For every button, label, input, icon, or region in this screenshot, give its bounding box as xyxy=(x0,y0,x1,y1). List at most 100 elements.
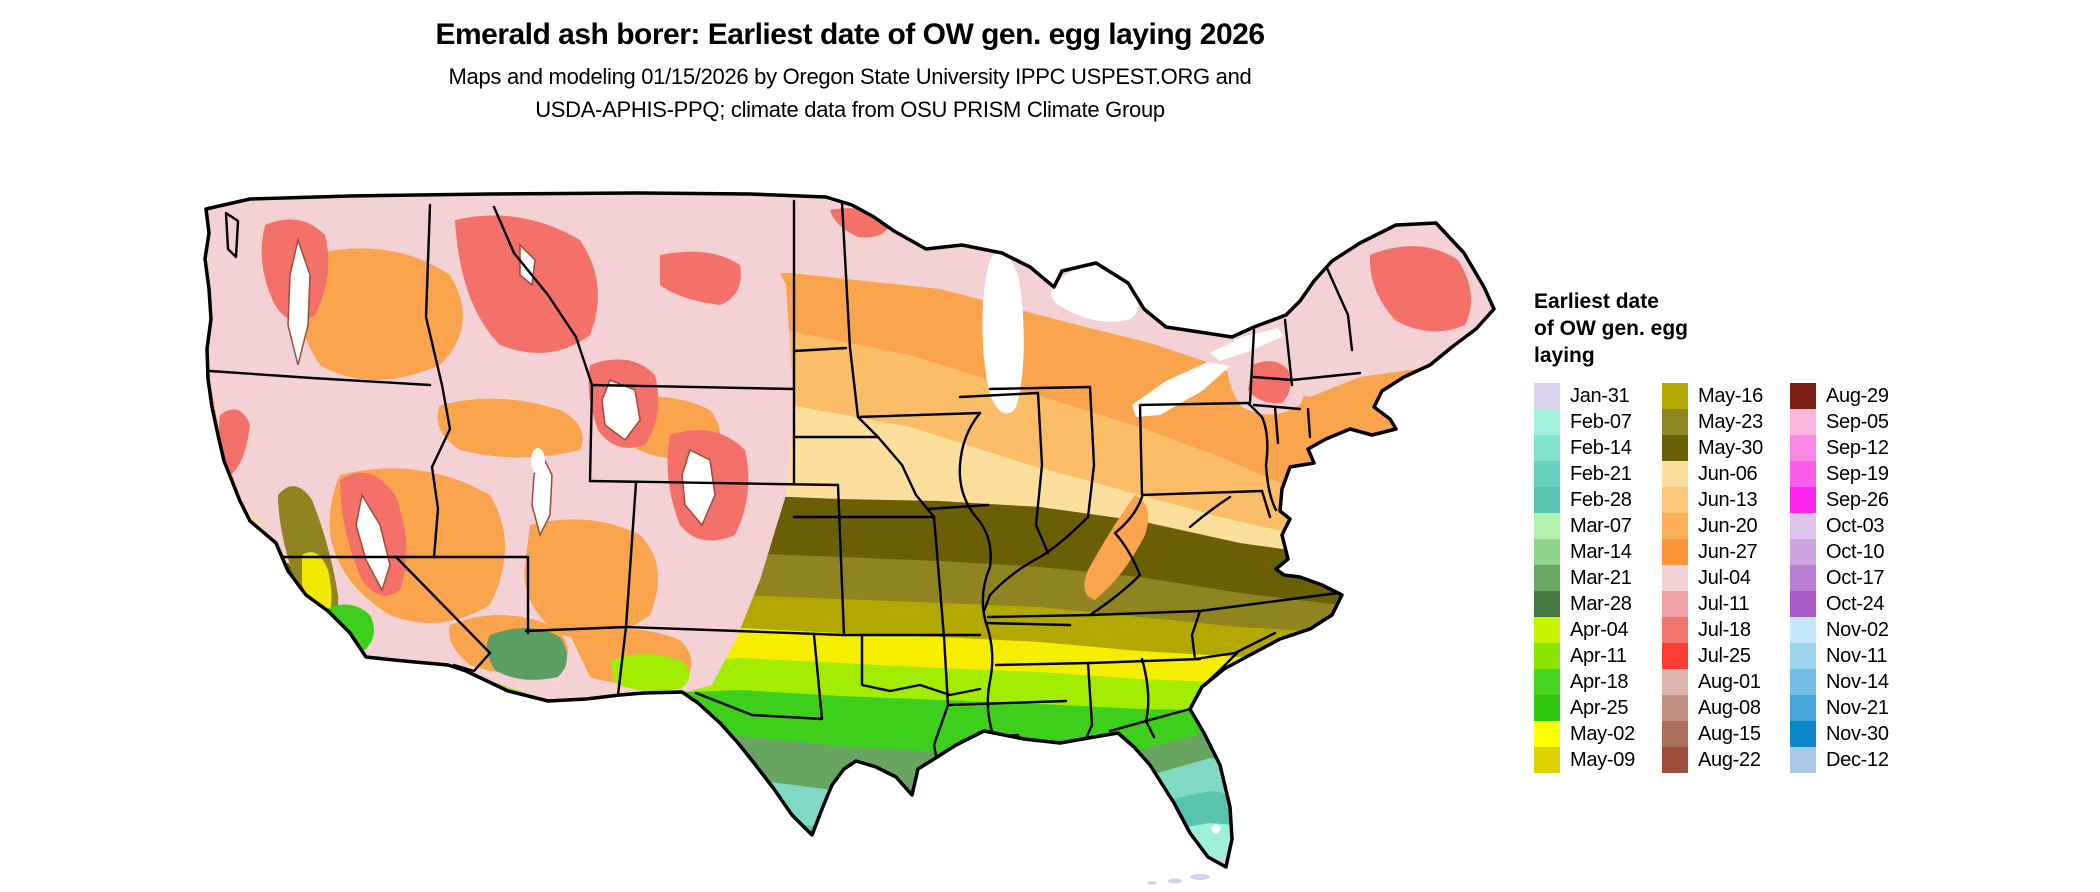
legend-item: Dec-12 xyxy=(1790,747,1918,773)
legend-item: Jul-25 xyxy=(1662,643,1790,669)
legend-label: Apr-04 xyxy=(1570,618,1629,641)
legend-label: Feb-21 xyxy=(1570,462,1632,485)
legend-swatch xyxy=(1662,747,1688,773)
legend-label: Mar-21 xyxy=(1570,566,1632,589)
legend-item: Mar-14 xyxy=(1534,539,1662,565)
legend-label: Sep-05 xyxy=(1826,410,1889,433)
legend-label: Oct-03 xyxy=(1826,514,1885,537)
great-lakes xyxy=(982,253,1284,834)
legend-item: Feb-21 xyxy=(1534,461,1662,487)
attribution-line-2: USDA-APHIS-PPQ; climate data from OSU PR… xyxy=(535,97,1165,122)
page-title: Emerald ash borer: Earliest date of OW g… xyxy=(435,18,1265,51)
legend-item: Feb-07 xyxy=(1534,409,1662,435)
legend-item: Jul-11 xyxy=(1662,591,1790,617)
legend-label: Jul-25 xyxy=(1698,644,1751,667)
legend-item: May-16 xyxy=(1662,383,1790,409)
legend-swatch xyxy=(1790,513,1816,539)
legend-item: Mar-21 xyxy=(1534,565,1662,591)
legend-swatch xyxy=(1662,669,1688,695)
legend-label: May-23 xyxy=(1698,410,1763,433)
legend-label: Jul-04 xyxy=(1698,566,1751,589)
legend-label: Jul-11 xyxy=(1698,592,1750,615)
legend-item: Oct-17 xyxy=(1790,565,1918,591)
legend-swatch xyxy=(1534,643,1560,669)
legend-label: Nov-02 xyxy=(1826,618,1889,641)
legend-item: Sep-26 xyxy=(1790,487,1918,513)
legend-item: Apr-18 xyxy=(1534,669,1662,695)
legend-swatch xyxy=(1662,539,1688,565)
legend-label: Jun-06 xyxy=(1698,462,1758,485)
legend-item: Apr-11 xyxy=(1534,643,1662,669)
legend-swatch xyxy=(1534,721,1560,747)
legend-swatch xyxy=(1662,591,1688,617)
legend-item: Apr-04 xyxy=(1534,617,1662,643)
legend-label: Sep-12 xyxy=(1826,436,1889,459)
legend-item: Aug-29 xyxy=(1790,383,1918,409)
legend-label: May-16 xyxy=(1698,384,1763,407)
lake-erie xyxy=(1132,362,1230,417)
legend-label: Nov-11 xyxy=(1826,644,1888,667)
legend-swatch xyxy=(1534,461,1560,487)
legend-label: Oct-24 xyxy=(1826,592,1885,615)
legend-swatch xyxy=(1790,617,1816,643)
legend-label: May-09 xyxy=(1570,748,1635,771)
legend-swatch xyxy=(1534,617,1560,643)
legend-label: Nov-21 xyxy=(1826,696,1889,719)
legend-label: Feb-07 xyxy=(1570,410,1632,433)
legend-item: Jun-27 xyxy=(1662,539,1790,565)
legend-title: Earliest date of OW gen. egg laying xyxy=(1534,288,1924,369)
legend-swatch xyxy=(1534,747,1560,773)
legend-label: Apr-25 xyxy=(1570,696,1629,719)
legend-label: Jun-20 xyxy=(1698,514,1758,537)
legend-label: Mar-28 xyxy=(1570,592,1632,615)
legend-item: Nov-02 xyxy=(1790,617,1918,643)
legend-swatch xyxy=(1662,513,1688,539)
map-attribution: Maps and modeling 01/15/2026 by Oregon S… xyxy=(0,60,1700,126)
legend-item: Jun-06 xyxy=(1662,461,1790,487)
legend-swatch xyxy=(1662,383,1688,409)
legend-swatch xyxy=(1790,747,1816,773)
legend-item: Apr-25 xyxy=(1534,695,1662,721)
legend-item: Aug-01 xyxy=(1662,669,1790,695)
legend-swatch xyxy=(1534,513,1560,539)
legend-label: Aug-22 xyxy=(1698,748,1761,771)
legend-item: Nov-30 xyxy=(1790,721,1918,747)
legend-item: Jun-20 xyxy=(1662,513,1790,539)
legend-item: Jul-18 xyxy=(1662,617,1790,643)
legend-label: Oct-10 xyxy=(1826,540,1885,563)
legend-swatch xyxy=(1790,383,1816,409)
legend-item: May-30 xyxy=(1662,435,1790,461)
legend-title-line-1: Earliest date xyxy=(1534,290,1659,313)
legend-swatch xyxy=(1662,617,1688,643)
legend-swatch xyxy=(1662,643,1688,669)
legend-swatch xyxy=(1662,721,1688,747)
legend-item: Jan-31 xyxy=(1534,383,1662,409)
legend-swatch xyxy=(1662,461,1688,487)
legend-title-line-3: laying xyxy=(1534,344,1595,367)
legend-swatch xyxy=(1790,721,1816,747)
legend-item: Mar-07 xyxy=(1534,513,1662,539)
legend-label: Oct-17 xyxy=(1826,566,1885,589)
legend-swatch xyxy=(1534,669,1560,695)
legend-columns: Jan-31 Feb-07 Feb-14 Feb-21 Feb-28 Mar-07 Mar-… xyxy=(1534,383,1924,773)
legend-label: Aug-01 xyxy=(1698,670,1761,693)
legend-label: May-30 xyxy=(1698,436,1763,459)
legend-swatch xyxy=(1790,695,1816,721)
legend-item: Sep-19 xyxy=(1790,461,1918,487)
legend-swatch xyxy=(1534,435,1560,461)
legend-swatch xyxy=(1790,643,1816,669)
legend-swatch xyxy=(1790,461,1816,487)
legend-item: Nov-11 xyxy=(1790,643,1918,669)
legend-item: Feb-14 xyxy=(1534,435,1662,461)
legend-swatch xyxy=(1662,409,1688,435)
legend-label: Jun-13 xyxy=(1698,488,1758,511)
legend-item: Nov-21 xyxy=(1790,695,1918,721)
legend-swatch xyxy=(1534,539,1560,565)
legend-column-1: Jan-31 Feb-07 Feb-14 Feb-21 Feb-28 Mar-07 Mar-… xyxy=(1534,383,1662,773)
legend-title-line-2: of OW gen. egg xyxy=(1534,317,1688,340)
legend-label: Dec-12 xyxy=(1826,748,1889,771)
legend-label: Aug-29 xyxy=(1826,384,1889,407)
legend-item: Mar-28 xyxy=(1534,591,1662,617)
legend-item: Sep-05 xyxy=(1790,409,1918,435)
legend-label: Jun-27 xyxy=(1698,540,1758,563)
